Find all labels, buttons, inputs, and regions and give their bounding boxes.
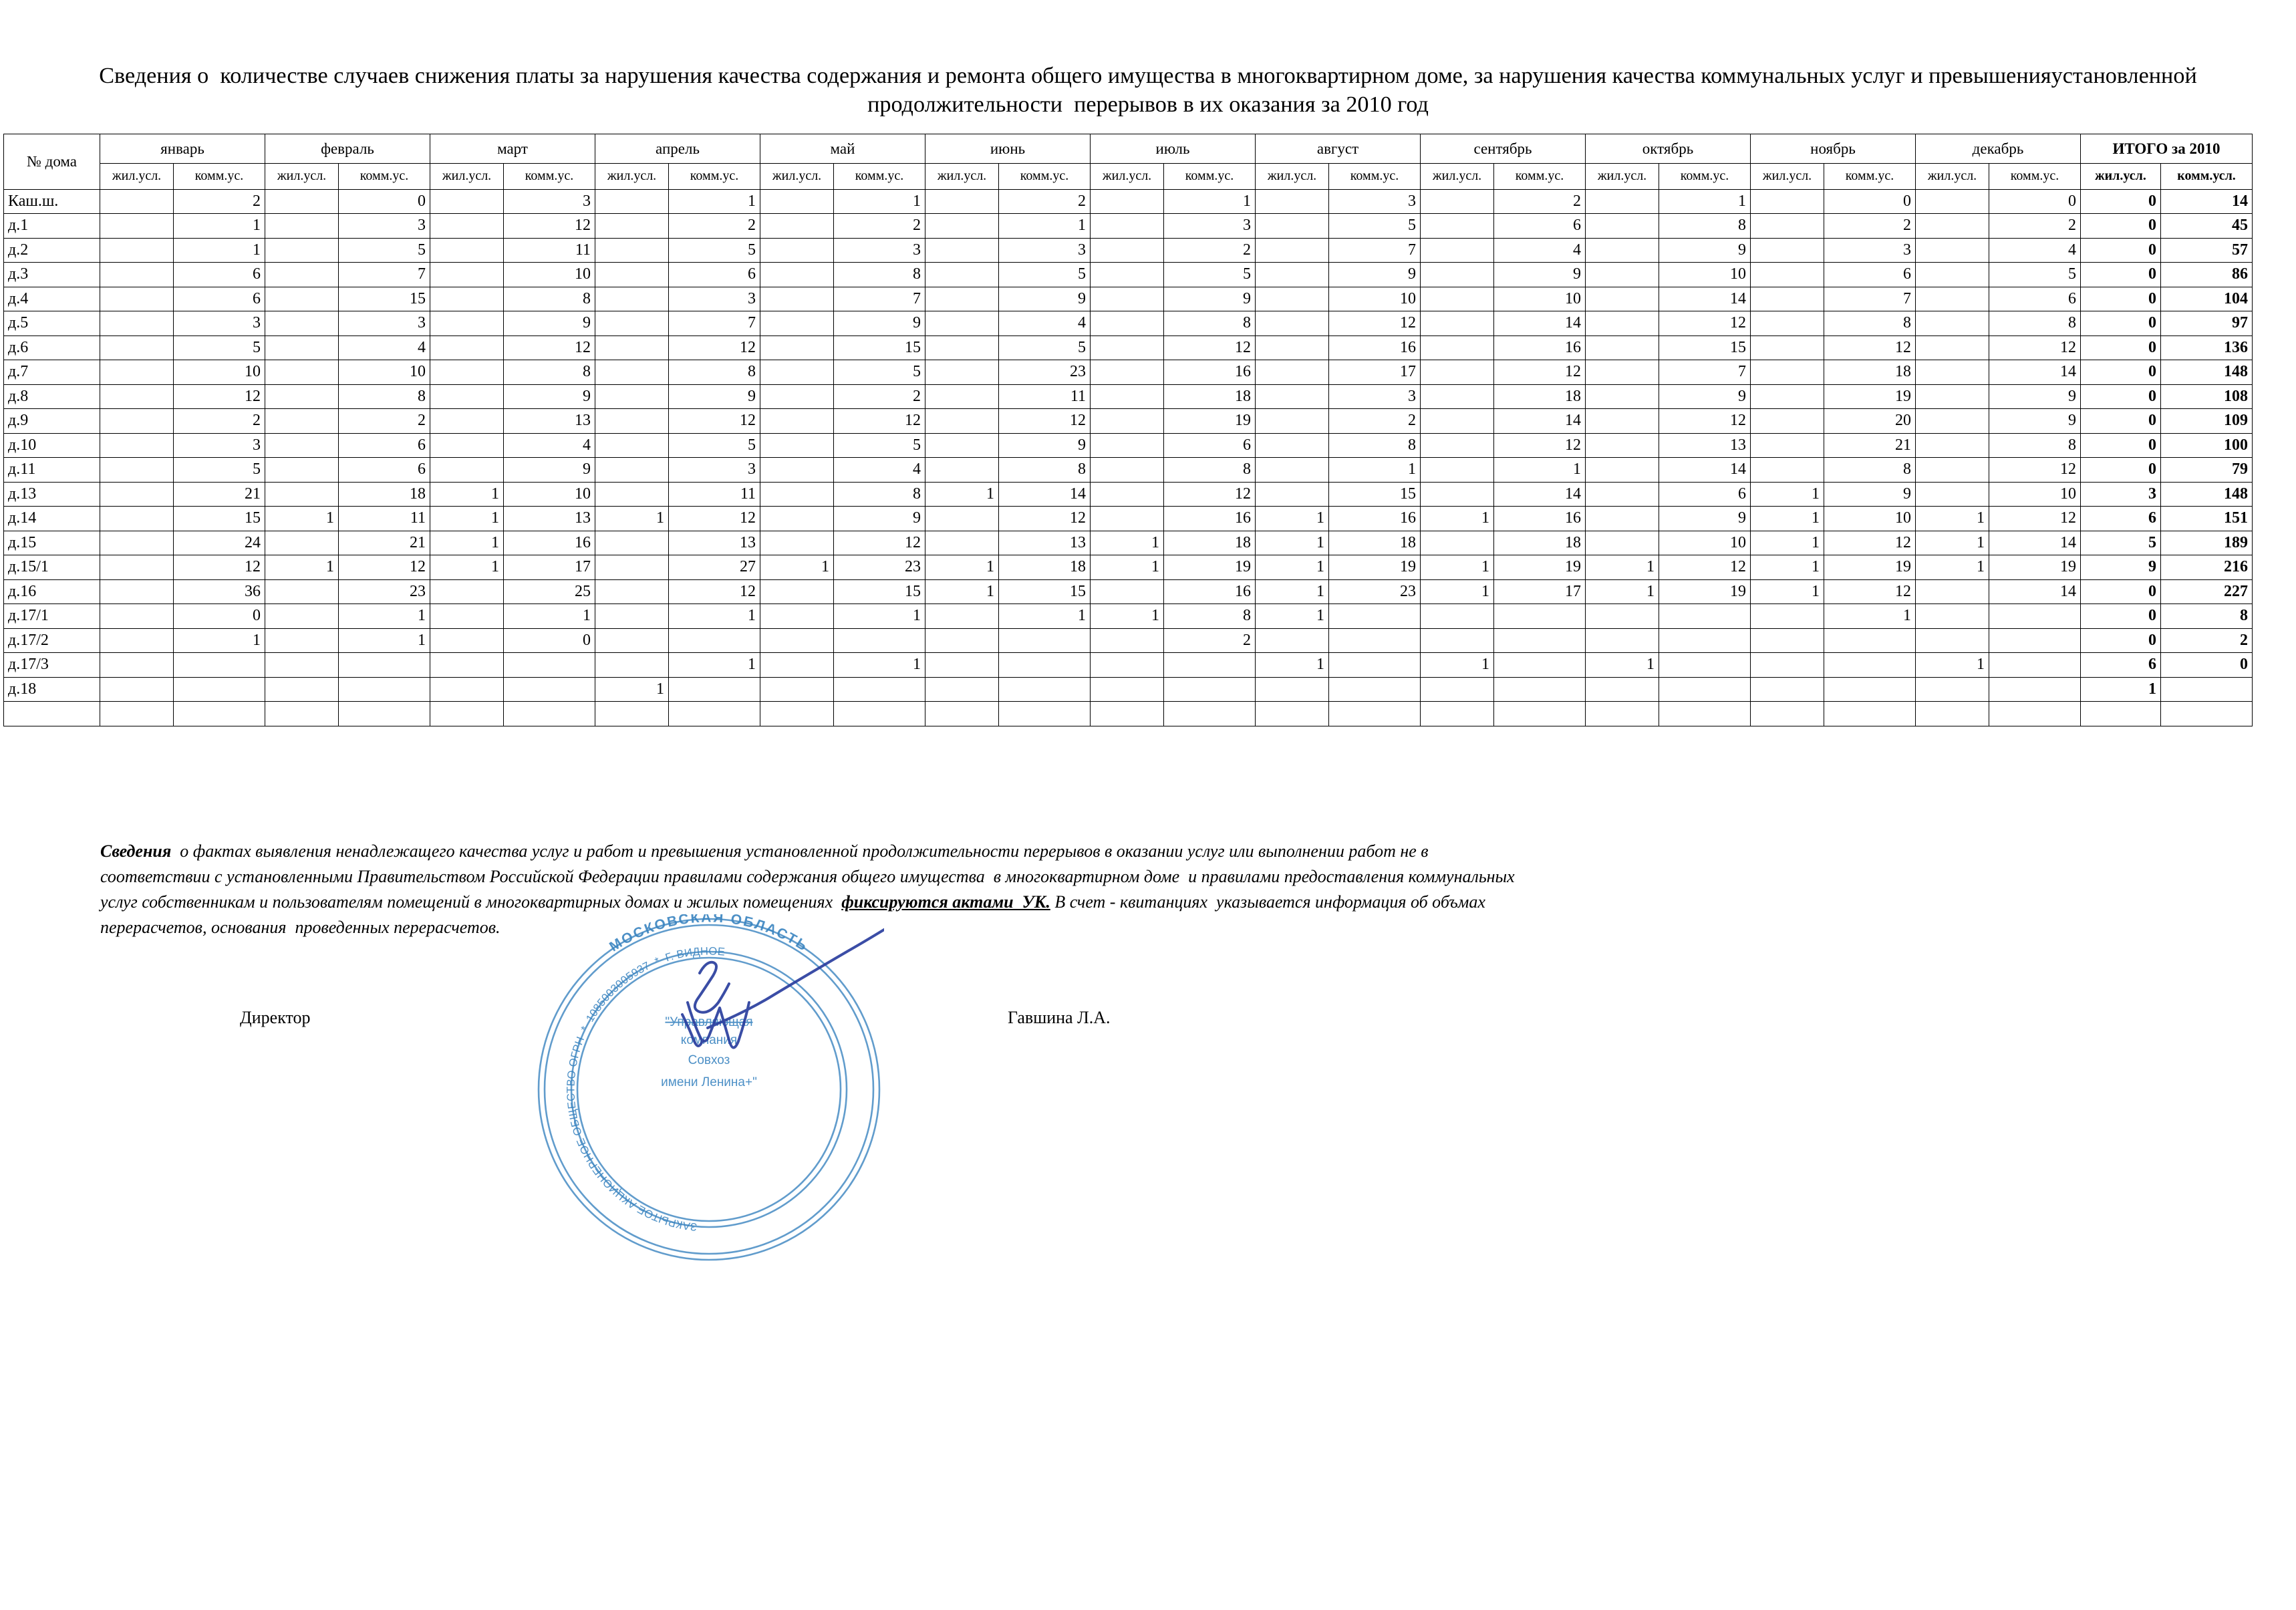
svg-text:Совхоз: Совхоз	[688, 1053, 730, 1067]
svg-text:имени Ленина+": имени Ленина+"	[661, 1075, 757, 1089]
